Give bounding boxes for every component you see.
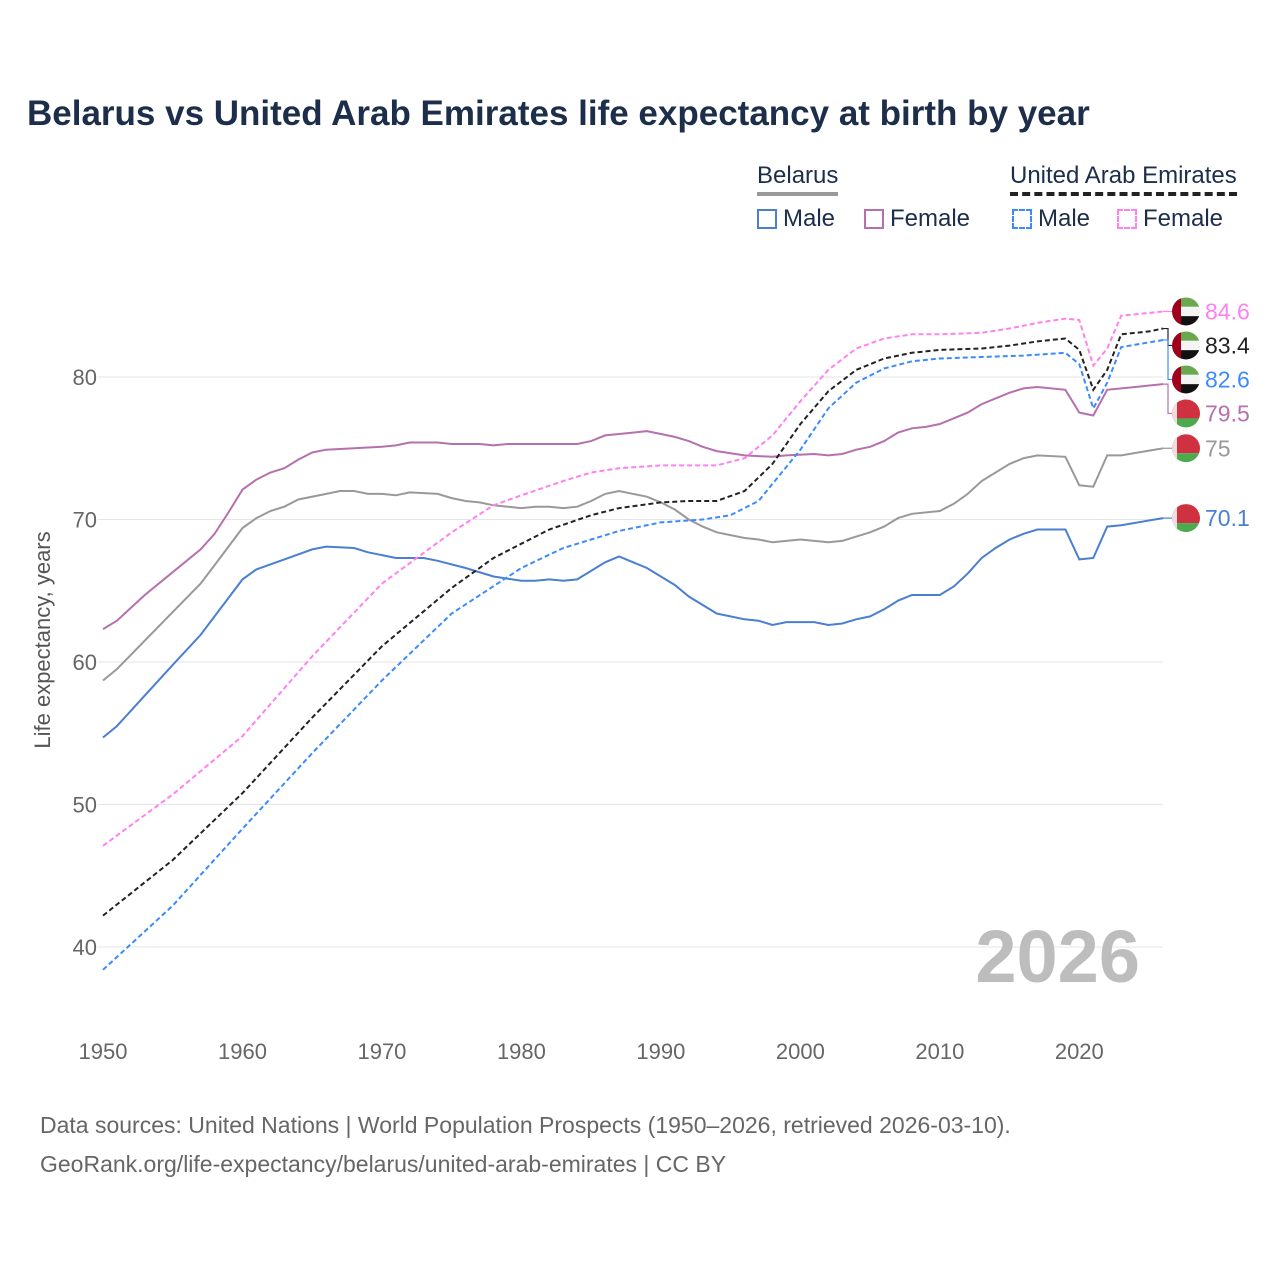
series-line-belarus-female (102, 383, 1164, 631)
y-tick-label: 50 (73, 793, 97, 818)
flag-fill (1172, 504, 1200, 533)
series-line-united-arab-emirates (102, 327, 1164, 917)
series-line-united-arab-emirates-female (102, 310, 1164, 847)
end-value-label: 82.6 (1205, 366, 1250, 392)
flag-fill (1172, 434, 1200, 463)
x-tick-label: 1960 (218, 1039, 267, 1064)
flag-fill (1172, 331, 1200, 360)
source-line-1: Data sources: United Nations | World Pop… (40, 1112, 1011, 1138)
flag-stripe (1172, 384, 1200, 394)
flag-stripe (1172, 504, 1200, 524)
uae-flag-icon (1172, 297, 1200, 326)
legend-swatch (1117, 209, 1137, 229)
flag-ornament (1172, 434, 1177, 463)
end-value-label: 84.6 (1205, 298, 1250, 324)
series-line-united-arab-emirates-male (102, 339, 1164, 971)
flag-stripe (1172, 331, 1200, 341)
uae-flag-icon (1172, 331, 1200, 360)
x-tick-label: 2000 (776, 1039, 825, 1064)
flag-stripe (1172, 418, 1200, 428)
belarus-flag-icon (1172, 434, 1200, 463)
flag-stripe (1172, 297, 1200, 307)
leader-line (1163, 339, 1172, 381)
legend-swatch (864, 209, 884, 229)
end-value-label: 79.5 (1205, 400, 1250, 426)
legend-swatch (1012, 209, 1032, 229)
x-tick-label: 1970 (357, 1039, 406, 1064)
flag-ornament (1172, 399, 1177, 428)
source-link[interactable]: GeoRank.org/life-expectancy/belarus/unit… (40, 1151, 727, 1177)
series-line-belarus (102, 447, 1164, 682)
legend-label: Female (1143, 205, 1224, 232)
flag-stripe (1172, 365, 1200, 375)
x-tick-label: 2020 (1055, 1039, 1104, 1064)
x-tick-label: 1980 (497, 1039, 546, 1064)
belarus-flag-icon (1172, 504, 1200, 533)
flag-stripe (1172, 350, 1200, 360)
y-axis-label: Life expectancy, years (30, 531, 55, 748)
flag-fill (1172, 297, 1200, 326)
flag-stripe (1172, 374, 1200, 385)
flag-stripe (1172, 453, 1200, 463)
flag-stripe (1172, 331, 1181, 360)
x-tick-label: 1990 (636, 1039, 685, 1064)
uae-flag-icon (1172, 365, 1200, 394)
legend-label: Female (890, 205, 971, 232)
legend-belarus-female: Female (864, 205, 970, 233)
source-note: Data sources: United Nations | World Pop… (40, 1106, 1011, 1184)
legend-swatch (757, 209, 777, 229)
end-value-label: 75 (1205, 435, 1231, 461)
end-value-label: 70.1 (1205, 505, 1250, 531)
legend-label: Male (1038, 205, 1091, 232)
flag-stripe (1172, 434, 1200, 454)
legend-label: Male (783, 205, 836, 232)
y-tick-label: 70 (73, 508, 97, 533)
flag-fill (1172, 365, 1200, 394)
flag-stripe (1172, 523, 1200, 533)
chart-title: Belarus vs United Arab Emirates life exp… (27, 94, 1090, 133)
x-tick-label: 1950 (79, 1039, 128, 1064)
legend-belarus-heading: Belarus (757, 162, 839, 196)
year-watermark: 2026 (975, 915, 1140, 998)
leader-line (1163, 327, 1172, 347)
flag-stripe (1172, 306, 1200, 317)
flag-fill (1172, 399, 1200, 428)
belarus-flag-icon (1172, 399, 1200, 428)
series-line-belarus-male (102, 517, 1164, 739)
flag-stripe (1172, 316, 1200, 326)
flag-stripe (1172, 399, 1200, 419)
legend-belarus-male: Male (757, 205, 835, 233)
flag-stripe (1172, 340, 1200, 351)
flag-stripe (1172, 365, 1181, 394)
flag-stripe (1172, 297, 1181, 326)
y-tick-label: 60 (73, 650, 97, 675)
y-tick-label: 80 (73, 365, 97, 390)
legend-uae-female: Female (1117, 205, 1223, 233)
legend-uae-male: Male (1012, 205, 1090, 233)
legend-uae-heading: United Arab Emirates (1010, 162, 1237, 196)
x-tick-label: 2010 (915, 1039, 964, 1064)
flag-ornament (1172, 504, 1177, 533)
leader-line (1163, 383, 1172, 415)
end-value-label: 83.4 (1205, 332, 1250, 358)
y-tick-label: 40 (73, 935, 97, 960)
